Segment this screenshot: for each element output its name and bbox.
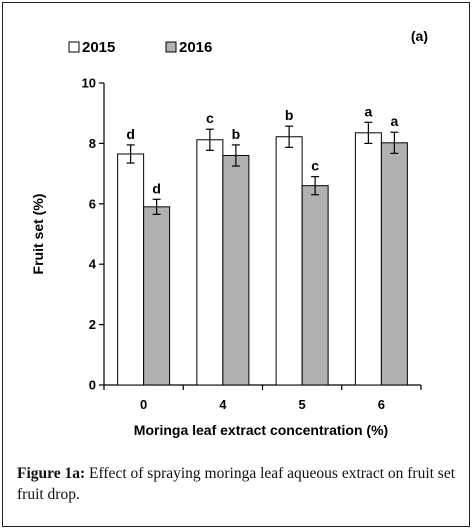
bars: d c b a d b c a xyxy=(117,103,408,386)
caption-text: Effect of spraying moringa leaf aqueous … xyxy=(17,465,456,503)
bar-2015-4 xyxy=(196,139,224,386)
y-tick-label-10: 10 xyxy=(82,76,96,91)
panel-label: (a) xyxy=(411,28,428,44)
significance-letter-2016-5: c xyxy=(311,158,319,174)
figure-caption: Figure 1a: Effect of spraying moringa le… xyxy=(17,463,463,505)
bar-2015-5 xyxy=(275,136,303,386)
legend-swatch-2016 xyxy=(165,41,177,53)
significance-letter-2016-4: b xyxy=(232,126,241,142)
significance-letter-2015-0: d xyxy=(126,126,135,142)
x-axis-label: Moringa leaf extract concentration (%) xyxy=(134,422,388,438)
significance-letter-2016-0: d xyxy=(152,180,161,196)
y-tick-label-2: 2 xyxy=(89,317,96,332)
legend-label-2016: 2016 xyxy=(179,39,212,56)
bar-chart: 2015 2016 (a) 0 2 4 6 8 10 0 4 5 6 d c b a d b c a Fruit … xyxy=(30,28,428,438)
bar-2016-4 xyxy=(222,154,250,386)
y-tick-label-0: 0 xyxy=(89,378,96,393)
legend: 2015 2016 xyxy=(68,39,212,56)
y-tick-label-6: 6 xyxy=(89,196,96,211)
bar-2016-5 xyxy=(301,185,329,386)
significance-letter-2015-5: b xyxy=(285,107,294,123)
y-tick-label-8: 8 xyxy=(89,136,96,151)
bar-2016-0 xyxy=(143,206,171,386)
significance-letter-2016-6: a xyxy=(390,113,398,129)
x-tick-label-6: 6 xyxy=(378,397,385,412)
x-tick-label-4: 4 xyxy=(219,397,227,412)
legend-label-2015: 2015 xyxy=(82,39,115,56)
figure-frame: 2015 2016 (a) 0 2 4 6 8 10 0 4 5 6 d c b a d b c a Fruit … xyxy=(2,2,470,527)
y-axis-label: Fruit set (%) xyxy=(30,194,46,275)
bar-2016-6 xyxy=(380,142,408,386)
significance-letter-2015-4: c xyxy=(206,110,214,126)
bar-2015-0 xyxy=(117,153,145,386)
y-tick-label-4: 4 xyxy=(89,257,97,272)
caption-label: Figure 1a: xyxy=(17,465,86,482)
legend-swatch-2015 xyxy=(68,41,80,53)
bar-2015-6 xyxy=(354,132,382,386)
significance-letter-2015-6: a xyxy=(364,103,372,119)
x-tick-label-5: 5 xyxy=(299,397,306,412)
x-tick-label-0: 0 xyxy=(140,397,147,412)
